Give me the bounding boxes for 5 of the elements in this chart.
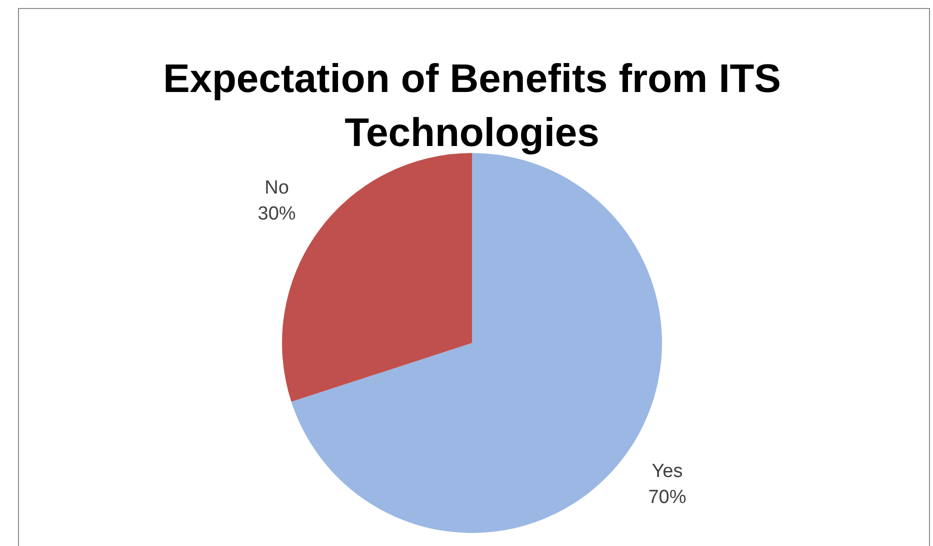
- slice-label: No: [264, 177, 289, 198]
- data-label: 30%: [258, 203, 296, 224]
- slice-label: Yes: [652, 461, 683, 482]
- data-label: 70%: [648, 487, 686, 508]
- chart-title: Expectation of Benefits from ITS Technologies: [162, 56, 782, 157]
